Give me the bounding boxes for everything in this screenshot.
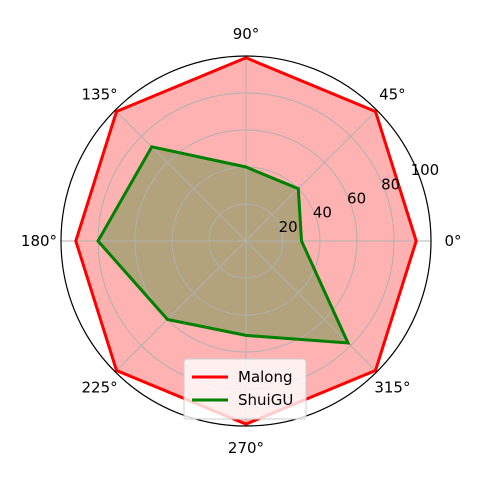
angle-label-315: 315° [374,378,410,396]
angle-label-135: 135° [82,86,118,104]
radial-tick-label-20: 20 [279,218,298,236]
angle-label-0: 0° [444,232,461,250]
angle-label-180: 180° [21,232,57,250]
angle-label-45: 45° [379,86,406,104]
legend-label-shuigu: ShuiGU [238,391,293,409]
radial-tick-label-60: 60 [347,190,366,208]
angle-label-270: 270° [228,439,264,457]
radial-tick-label-40: 40 [313,204,332,222]
legend-label-malong: Malong [238,368,293,386]
angle-label-225: 225° [82,378,118,396]
radial-tick-label-100: 100 [411,161,440,179]
radial-tick-label-80: 80 [381,175,400,193]
legend: Malong ShuiGU [184,359,306,419]
angle-label-90: 90° [233,25,260,43]
